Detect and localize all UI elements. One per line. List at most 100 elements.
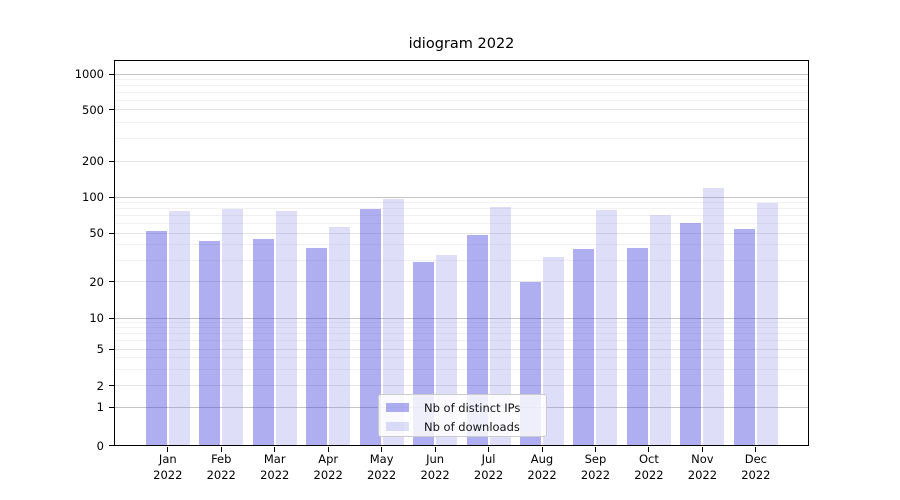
x-tick-label-nov: Nov 2022 <box>687 451 718 483</box>
x-tick-nov <box>701 446 703 452</box>
x-tick-jul <box>488 446 490 452</box>
x-tick-mar <box>274 446 276 452</box>
x-tick-label-jan: Jan 2022 <box>153 451 183 483</box>
bar-mar-distinct-ips <box>252 238 274 446</box>
bar-sep-downloads <box>596 209 618 446</box>
minor-gridline-800 <box>114 84 809 86</box>
minor-gridline-9 <box>114 322 809 324</box>
y-tick-label-200: 200 <box>82 154 104 168</box>
y-tick-label-5: 5 <box>96 342 104 356</box>
x-tick-sep <box>594 446 596 452</box>
legend-item-distinct-ips: Nb of distinct IPs <box>386 398 546 417</box>
bar-oct-distinct-ips <box>626 247 648 446</box>
bar-jan-downloads <box>168 210 190 446</box>
y-tick-label-50: 50 <box>89 226 104 240</box>
y-tick-label-0: 0 <box>96 438 104 453</box>
y-tick-label-10: 10 <box>89 311 104 325</box>
gridline-20 <box>114 281 809 282</box>
y-tick-100 <box>108 196 114 198</box>
x-tick-label-sep: Sep 2022 <box>580 451 611 483</box>
bar-feb-distinct-ips <box>199 240 221 446</box>
bar-mar-downloads <box>275 210 297 446</box>
bar-nov-downloads <box>703 187 725 446</box>
minor-gridline-40 <box>114 244 809 246</box>
legend: Nb of distinct IPs Nb of downloads <box>378 394 547 437</box>
y-tick-500 <box>108 109 114 110</box>
y-tick-5 <box>108 348 114 350</box>
gridline-50 <box>114 232 809 234</box>
x-tick-label-apr: Apr 2022 <box>313 451 343 483</box>
minor-gridline-60 <box>114 223 809 225</box>
x-tick-feb <box>220 446 222 452</box>
minor-gridline-600 <box>114 99 809 101</box>
x-tick-jan <box>167 446 169 452</box>
legend-swatch-distinct-ips <box>386 403 409 412</box>
y-tick-label-1: 1 <box>96 400 104 414</box>
minor-gridline-30 <box>114 259 809 261</box>
bar-may-distinct-ips <box>359 208 381 446</box>
minor-gridline-300 <box>114 137 809 139</box>
bar-apr-distinct-ips <box>306 247 328 446</box>
x-tick-label-may: May 2022 <box>366 451 397 483</box>
x-tick-dec <box>755 446 757 452</box>
legend-label-distinct-ips: Nb of distinct IPs <box>424 400 521 415</box>
x-tick-label-oct: Oct 2022 <box>634 451 664 483</box>
y-tick-label-500: 500 <box>82 102 104 117</box>
bar-jul-downloads <box>489 206 511 446</box>
bar-apr-downloads <box>329 227 351 446</box>
major-gridline-100 <box>114 196 809 198</box>
x-tick-label-mar: Mar 2022 <box>260 451 290 483</box>
bar-may-downloads <box>382 198 404 446</box>
bar-nov-distinct-ips <box>680 222 702 446</box>
x-tick-label-jul: Jul 2022 <box>473 451 504 483</box>
legend-label-downloads: Nb of downloads <box>424 419 520 434</box>
bar-dec-distinct-ips <box>733 229 755 446</box>
y-tick-label-100: 100 <box>82 190 104 204</box>
minor-gridline-6 <box>114 340 809 342</box>
major-gridline-1000 <box>114 73 809 75</box>
y-tick-label-2: 2 <box>96 378 104 393</box>
x-tick-jun <box>434 446 436 452</box>
minor-gridline-4 <box>114 357 809 359</box>
minor-gridline-700 <box>114 91 809 93</box>
x-tick-label-dec: Dec 2022 <box>741 451 771 483</box>
minor-gridline-90 <box>114 201 809 203</box>
y-tick-label-20: 20 <box>89 274 104 289</box>
x-tick-label-aug: Aug 2022 <box>527 451 557 483</box>
bar-jan-distinct-ips <box>145 230 167 446</box>
gridline-500 <box>114 109 809 110</box>
minor-gridline-80 <box>114 208 809 210</box>
y-tick-10 <box>108 317 114 319</box>
gridline-2 <box>114 385 809 386</box>
bar-dec-downloads <box>756 203 778 446</box>
y-tick-200 <box>108 160 114 162</box>
y-tick-50 <box>108 232 114 234</box>
y-tick-20 <box>108 281 114 282</box>
bar-aug-downloads <box>543 256 565 446</box>
x-tick-oct <box>648 446 650 452</box>
y-tick-label-1000: 1000 <box>74 67 104 81</box>
bar-feb-downloads <box>222 209 244 446</box>
bar-oct-downloads <box>649 214 671 446</box>
y-tick-1000 <box>108 73 114 75</box>
major-gridline-10 <box>114 317 809 319</box>
legend-swatch-downloads <box>386 422 409 431</box>
minor-gridline-400 <box>114 121 809 123</box>
y-tick-0 <box>108 445 114 446</box>
minor-gridline-70 <box>114 215 809 217</box>
y-tick-2 <box>108 385 114 386</box>
bar-sep-distinct-ips <box>573 248 595 446</box>
gridline-200 <box>114 160 809 162</box>
legend-item-downloads: Nb of downloads <box>386 417 546 436</box>
minor-gridline-8 <box>114 327 809 329</box>
x-tick-apr <box>327 446 329 452</box>
x-tick-label-jun: Jun 2022 <box>420 451 450 483</box>
minor-gridline-3 <box>114 368 809 370</box>
y-tick-1 <box>108 406 114 408</box>
minor-gridline-7 <box>114 333 809 335</box>
minor-gridline-900 <box>114 78 809 80</box>
x-tick-may <box>381 446 383 452</box>
chart-title: idiogram 2022 <box>408 36 515 52</box>
x-tick-aug <box>541 446 543 452</box>
